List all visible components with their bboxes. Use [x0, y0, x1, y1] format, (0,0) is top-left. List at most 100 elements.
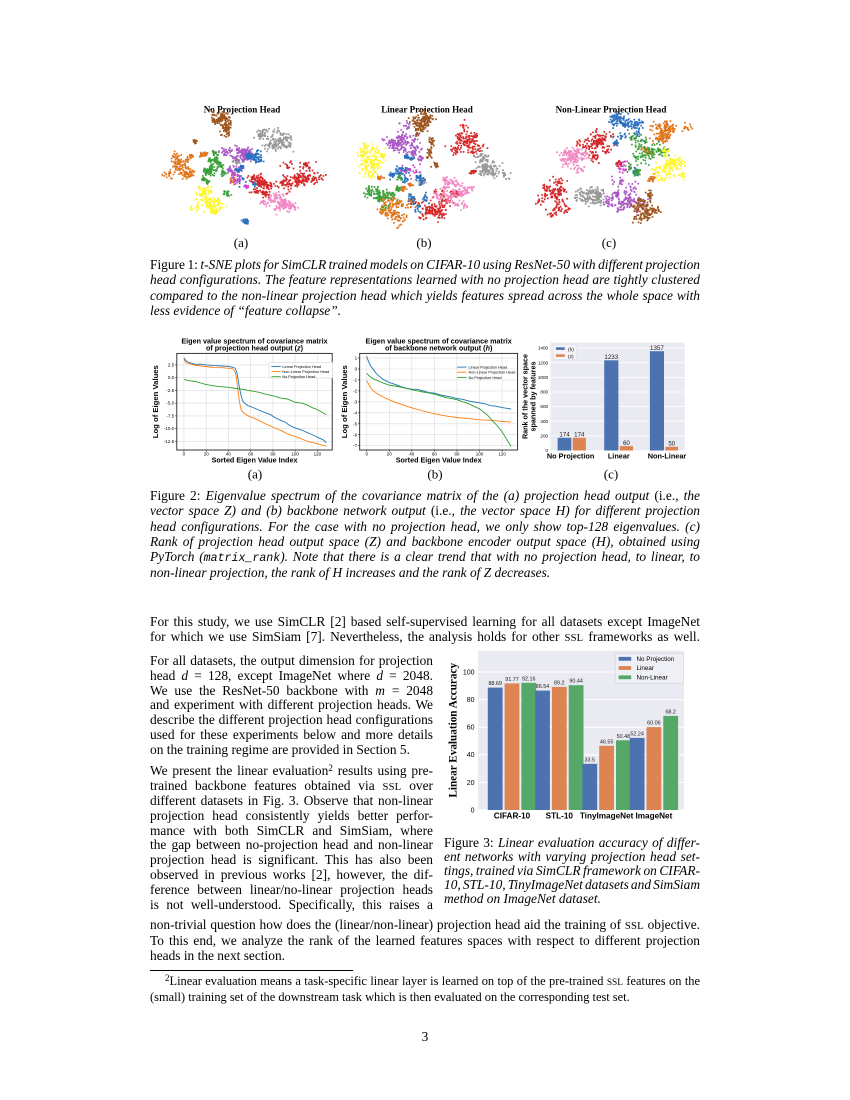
svg-text:40: 40	[467, 752, 475, 759]
svg-text:0.0: 0.0	[168, 375, 175, 380]
svg-text:Non-Linear Projection Head: Non-Linear Projection Head	[556, 105, 667, 115]
svg-text:-2: -2	[353, 389, 357, 394]
svg-text:174: 174	[574, 432, 585, 439]
svg-text:600: 600	[540, 404, 548, 409]
svg-text:-5.0: -5.0	[166, 401, 174, 406]
svg-text:(b): (b)	[416, 235, 431, 250]
svg-text:88.69: 88.69	[488, 681, 502, 687]
svg-text:46.55: 46.55	[600, 739, 614, 745]
svg-text:Eigen value spectrum of covari: Eigen value spectrum of covariance matri…	[366, 336, 512, 345]
svg-text:800: 800	[540, 390, 548, 395]
svg-text:1400: 1400	[538, 346, 549, 351]
svg-text:33.5: 33.5	[585, 757, 596, 763]
svg-text:-4: -4	[353, 410, 357, 415]
svg-text:1233: 1233	[604, 354, 618, 361]
svg-text:(c): (c)	[602, 235, 616, 250]
svg-text:ImageNet: ImageNet	[635, 812, 672, 821]
svg-text:0: 0	[471, 807, 475, 814]
svg-text:Non-Linear: Non-Linear	[648, 452, 687, 461]
svg-text:Sorted Eigen Value Index: Sorted Eigen Value Index	[212, 456, 298, 465]
svg-text:Linear: Linear	[637, 665, 655, 672]
svg-text:2.5: 2.5	[168, 363, 175, 368]
svg-text:Linear: Linear	[608, 452, 630, 461]
svg-text:-1: -1	[353, 378, 357, 383]
svg-text:60: 60	[432, 451, 438, 456]
svg-text:(b): (b)	[427, 467, 442, 482]
svg-text:1000: 1000	[538, 375, 549, 380]
svg-text:STL-10: STL-10	[546, 812, 574, 821]
svg-text:20: 20	[204, 451, 210, 456]
svg-text:(h): (h)	[568, 347, 574, 353]
svg-text:CIFAR-10: CIFAR-10	[494, 812, 531, 821]
svg-text:Non-Linear Projection Head: Non-Linear Projection Head	[282, 370, 329, 374]
svg-text:spanned by features: spanned by features	[529, 362, 538, 432]
svg-text:89.2: 89.2	[554, 680, 565, 686]
svg-text:120: 120	[498, 451, 506, 456]
svg-text:92.16: 92.16	[522, 676, 536, 682]
svg-text:No Projection Head: No Projection Head	[469, 376, 502, 380]
svg-text:(c): (c)	[604, 467, 618, 482]
svg-text:100: 100	[476, 451, 484, 456]
svg-text:Linear Projection Head: Linear Projection Head	[282, 365, 321, 369]
svg-text:80: 80	[270, 451, 276, 456]
svg-text:80: 80	[454, 451, 460, 456]
svg-text:50: 50	[668, 441, 675, 448]
svg-text:86.54: 86.54	[536, 684, 550, 690]
svg-text:-5: -5	[353, 421, 357, 426]
svg-text:(a): (a)	[248, 467, 262, 482]
svg-text:Linear Projection Head: Linear Projection Head	[381, 105, 473, 115]
svg-text:40: 40	[226, 451, 232, 456]
svg-text:Non-Linear Projection Head: Non-Linear Projection Head	[469, 371, 516, 375]
svg-text:40: 40	[409, 451, 415, 456]
svg-text:Linear Evaluation Accuracy: Linear Evaluation Accuracy	[448, 663, 460, 798]
svg-text:60: 60	[467, 725, 475, 732]
svg-text:Log of Eigen Values: Log of Eigen Values	[151, 365, 160, 438]
svg-text:Sorted Eigen Value Index: Sorted Eigen Value Index	[396, 456, 482, 465]
svg-text:(a): (a)	[234, 235, 248, 250]
svg-text:No Projection: No Projection	[637, 656, 675, 663]
svg-text:50.48: 50.48	[617, 734, 631, 740]
svg-text:-12.5: -12.5	[164, 439, 175, 444]
svg-text:100: 100	[463, 669, 475, 676]
svg-text:0: 0	[183, 451, 186, 456]
svg-text:80: 80	[467, 697, 475, 704]
svg-text:Linear Projection Head: Linear Projection Head	[469, 366, 508, 370]
svg-text:0: 0	[365, 451, 368, 456]
svg-text:Rank of the vector space: Rank of the vector space	[521, 354, 530, 439]
svg-text:-2.5: -2.5	[166, 388, 174, 393]
svg-text:-10.0: -10.0	[164, 426, 175, 431]
svg-text:174: 174	[559, 432, 570, 439]
svg-text:0: 0	[355, 367, 358, 372]
svg-text:100: 100	[291, 451, 299, 456]
svg-text:of backbone network output (h): of backbone network output (h)	[385, 343, 493, 352]
svg-text:90.44: 90.44	[569, 679, 583, 685]
svg-text:120: 120	[314, 451, 322, 456]
svg-text:-7.5: -7.5	[166, 414, 174, 419]
svg-text:1: 1	[355, 356, 358, 361]
svg-text:-7: -7	[353, 443, 357, 448]
svg-text:No Projection Head: No Projection Head	[282, 375, 315, 379]
svg-text:Log of Eigen Values: Log of Eigen Values	[340, 365, 349, 438]
svg-text:Eigen value spectrum of covari: Eigen value spectrum of covariance matri…	[181, 336, 327, 345]
svg-text:60: 60	[248, 451, 254, 456]
svg-text:1357: 1357	[650, 345, 664, 352]
svg-text:200: 200	[540, 434, 548, 439]
svg-text:No Projection: No Projection	[547, 452, 594, 461]
svg-text:20: 20	[387, 451, 393, 456]
svg-text:-3: -3	[353, 400, 357, 405]
svg-text:1200: 1200	[538, 360, 549, 365]
svg-text:400: 400	[540, 419, 548, 424]
svg-text:Non-Linear: Non-Linear	[637, 674, 668, 681]
svg-text:0: 0	[546, 448, 549, 453]
svg-text:20: 20	[467, 780, 475, 787]
svg-text:No Projection Head: No Projection Head	[204, 105, 281, 115]
svg-text:52.24: 52.24	[630, 731, 644, 737]
svg-text:(z): (z)	[568, 354, 574, 360]
svg-text:60.06: 60.06	[647, 721, 661, 727]
svg-text:TinyImageNet: TinyImageNet	[580, 812, 634, 821]
svg-text:60: 60	[623, 440, 630, 447]
svg-text:of projection head output (z): of projection head output (z)	[206, 343, 304, 352]
svg-text:-6: -6	[353, 432, 357, 437]
svg-text:68.2: 68.2	[665, 709, 676, 715]
svg-text:91.77: 91.77	[505, 677, 519, 683]
